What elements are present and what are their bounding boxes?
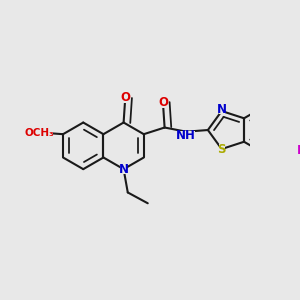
Text: F: F: [297, 144, 300, 158]
FancyBboxPatch shape: [160, 98, 166, 107]
FancyBboxPatch shape: [219, 144, 225, 154]
Text: O: O: [120, 91, 130, 104]
FancyBboxPatch shape: [26, 128, 53, 137]
Text: OCH₃: OCH₃: [25, 128, 55, 137]
FancyBboxPatch shape: [122, 93, 128, 103]
FancyBboxPatch shape: [178, 131, 195, 141]
Text: N: N: [118, 163, 129, 176]
Text: N: N: [217, 103, 227, 116]
Text: NH: NH: [176, 129, 196, 142]
FancyBboxPatch shape: [297, 146, 300, 156]
Text: O: O: [158, 96, 168, 109]
Text: S: S: [218, 142, 226, 155]
FancyBboxPatch shape: [121, 164, 127, 174]
FancyBboxPatch shape: [219, 104, 225, 114]
